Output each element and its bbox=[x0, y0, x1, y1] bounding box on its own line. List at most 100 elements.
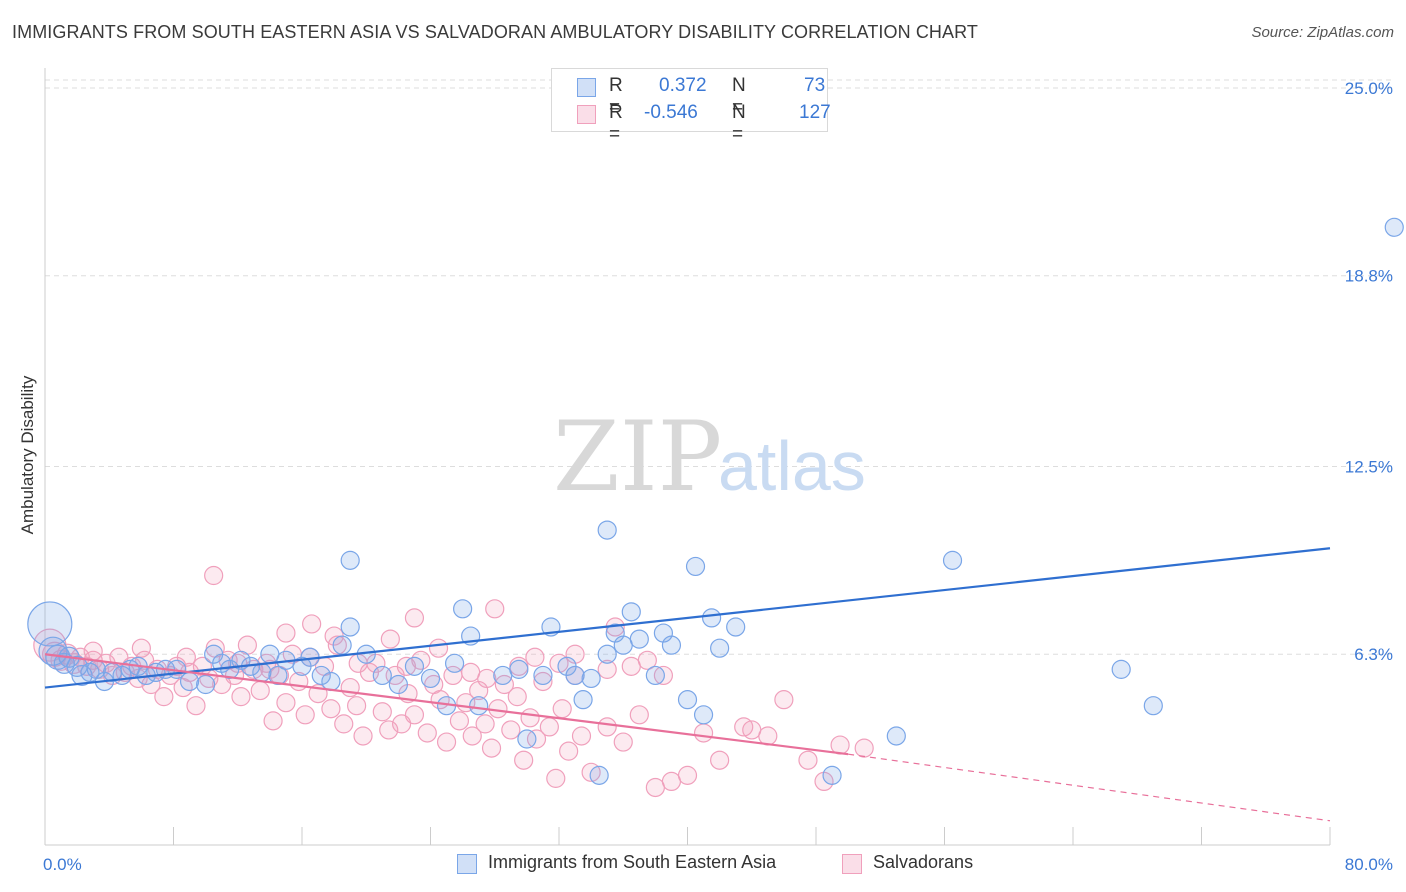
se-asia-point bbox=[444, 653, 465, 673]
salvadoran-point bbox=[485, 599, 505, 619]
se-asia-point bbox=[726, 617, 746, 637]
salvadoran-point bbox=[372, 702, 392, 722]
legend-n-value: 127 bbox=[799, 102, 831, 123]
se-asia-point bbox=[629, 629, 649, 649]
salvadoran-point bbox=[661, 771, 682, 792]
salvadoran-point bbox=[774, 690, 794, 710]
se-asia-trend-line bbox=[44, 547, 1331, 689]
se-asia-point bbox=[179, 671, 200, 692]
se-asia-point bbox=[1111, 659, 1131, 679]
salvadoran-point bbox=[417, 723, 437, 743]
salvadoran-point bbox=[462, 726, 482, 746]
salvadoran-point bbox=[477, 668, 497, 689]
y-axis-label: Ambulatory Disability bbox=[18, 375, 37, 535]
se-asia-point bbox=[509, 659, 529, 679]
salvadoran-point bbox=[475, 714, 495, 734]
se-asia-point bbox=[260, 644, 280, 664]
salvadorans-points bbox=[33, 565, 874, 798]
se-asia-point bbox=[196, 674, 216, 695]
legend-swatch-salvadorans bbox=[577, 105, 596, 124]
legend-swatch-se-asia bbox=[577, 78, 596, 97]
salvadoran-point bbox=[613, 732, 633, 752]
salvadoran-point bbox=[83, 641, 103, 661]
se-asia-point bbox=[597, 644, 617, 664]
se-asia-point bbox=[1143, 696, 1163, 716]
se-asia-point bbox=[677, 690, 698, 710]
salvadoran-point bbox=[276, 623, 296, 643]
salvadoran-point bbox=[347, 696, 367, 716]
se-asia-point bbox=[340, 550, 360, 570]
salvadoran-point bbox=[204, 565, 224, 586]
y-tick-label: 25.0% bbox=[1345, 79, 1393, 98]
salvadoran-point bbox=[854, 738, 874, 758]
salvadoran-point bbox=[552, 699, 572, 719]
se-asia-point bbox=[621, 602, 641, 622]
se-asia-point bbox=[1384, 217, 1404, 237]
se-asia-point bbox=[372, 665, 392, 686]
salvadoran-point bbox=[637, 650, 657, 670]
se-asia-point bbox=[517, 729, 537, 749]
se-asia-point bbox=[533, 665, 553, 686]
se-asia-point bbox=[581, 668, 601, 689]
legend-n-label: N = bbox=[732, 75, 746, 118]
se-asia-point bbox=[685, 556, 706, 577]
salvadoran-point bbox=[428, 638, 449, 658]
se-asia-point bbox=[493, 665, 513, 686]
chart-title: IMMIGRANTS FROM SOUTH EASTERN ASIA VS SA… bbox=[12, 22, 978, 42]
salvadoran-point bbox=[734, 717, 754, 737]
bottom-legend-swatch-se-asia bbox=[457, 854, 477, 874]
se-asia-point bbox=[589, 765, 609, 785]
bottom-legend-label-salvadorans: Salvadorans bbox=[873, 852, 974, 872]
se-asia-point bbox=[886, 726, 906, 746]
se-asia-point bbox=[822, 765, 842, 785]
se-asia-point bbox=[311, 665, 331, 686]
salvadoran-point bbox=[449, 711, 470, 731]
correlation-legend: R = 0.372 N = 73 R = -0.546 N = 127 bbox=[551, 68, 831, 145]
se-asia-point bbox=[332, 635, 352, 655]
se-asia-point bbox=[388, 674, 408, 695]
legend-r-label: R = bbox=[609, 102, 623, 145]
salvadoran-point bbox=[597, 717, 617, 737]
se-asia-point bbox=[420, 668, 441, 689]
se-asia-point bbox=[27, 601, 73, 647]
se-asia-point bbox=[573, 690, 593, 710]
salvadoran-point bbox=[520, 708, 540, 728]
se-asia-point bbox=[693, 705, 714, 725]
se-asia-point bbox=[645, 665, 665, 686]
salvadoran-point bbox=[798, 750, 818, 770]
legend-r-value: -0.546 bbox=[644, 102, 698, 123]
legend-r-value: 0.372 bbox=[659, 75, 707, 96]
salvadoran-point bbox=[514, 750, 534, 770]
watermark: ZIP atlas bbox=[553, 401, 866, 513]
se-asia-point bbox=[321, 671, 341, 692]
salvadoran-point bbox=[533, 671, 553, 692]
salvadoran-point bbox=[263, 711, 283, 731]
salvadoran-point bbox=[597, 659, 617, 679]
salvadoran-point bbox=[380, 629, 400, 649]
salvadoran-point bbox=[436, 732, 457, 752]
y-tick-label: 6.3% bbox=[1354, 645, 1393, 664]
salvadoran-point bbox=[404, 705, 425, 725]
watermark-atlas: atlas bbox=[718, 427, 866, 505]
se-asia-point bbox=[701, 608, 722, 628]
x-tick-label: 0.0% bbox=[43, 855, 82, 874]
salvadoran-point bbox=[186, 696, 206, 716]
salvadoran-point bbox=[321, 699, 341, 719]
salvadoran-trend-extension bbox=[848, 753, 1331, 822]
legend-n-label: N = bbox=[732, 102, 746, 145]
gridlines bbox=[45, 79, 1395, 655]
salvadoran-point bbox=[526, 729, 547, 749]
x-tick-label: 80.0% bbox=[1345, 855, 1393, 874]
se-asia-point bbox=[453, 599, 473, 619]
salvadoran-point bbox=[295, 705, 315, 725]
salvadoran-point bbox=[546, 768, 566, 788]
x-tick-labels: 0.0% 80.0% bbox=[43, 855, 1393, 874]
salvadoran-point bbox=[481, 738, 502, 758]
salvadoran-point bbox=[710, 750, 730, 770]
salvadoran-trend-line bbox=[44, 653, 849, 756]
salvadoran-point bbox=[276, 693, 296, 713]
se-asia-point bbox=[597, 520, 617, 540]
bottom-legend-label-se-asia: Immigrants from South Eastern Asia bbox=[488, 852, 777, 872]
axes bbox=[44, 68, 1331, 846]
